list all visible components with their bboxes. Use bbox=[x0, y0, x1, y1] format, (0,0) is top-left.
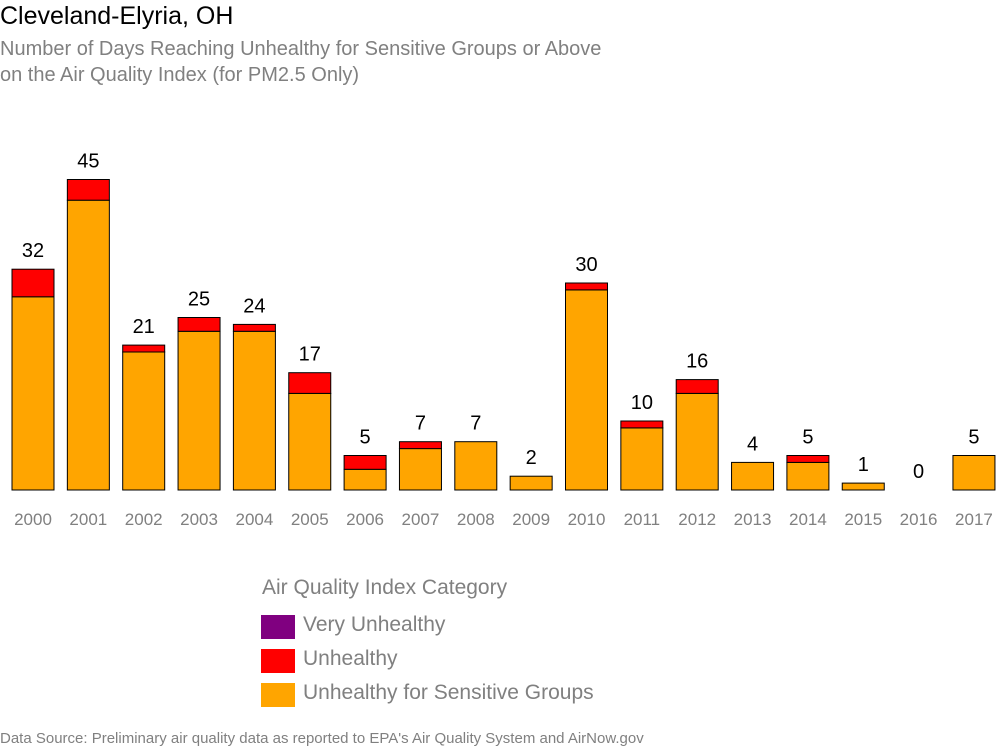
bar-2007-unhealthy-for-sensitive-groups bbox=[398, 448, 442, 491]
x-tick-2014: 2014 bbox=[789, 510, 827, 529]
bar-2007-unhealthy bbox=[398, 441, 442, 450]
bar-2002-unhealthy bbox=[122, 344, 166, 353]
bar-2003-unhealthy bbox=[177, 317, 221, 332]
legend-swatch-unhealthy-sensitive bbox=[261, 683, 295, 707]
x-tick-2004: 2004 bbox=[235, 510, 273, 529]
data-label-2008: 7 bbox=[470, 413, 481, 435]
data-label-2015: 1 bbox=[858, 454, 869, 476]
x-tick-2007: 2007 bbox=[402, 510, 440, 529]
legend-swatch-very-unhealthy bbox=[261, 615, 295, 639]
x-tick-2005: 2005 bbox=[291, 510, 329, 529]
data-label-2014: 5 bbox=[802, 427, 813, 449]
bar-2000-unhealthy bbox=[11, 268, 55, 298]
x-tick-2000: 2000 bbox=[14, 510, 52, 529]
x-tick-2013: 2013 bbox=[734, 510, 772, 529]
x-tick-2006: 2006 bbox=[346, 510, 384, 529]
x-tick-2002: 2002 bbox=[125, 510, 163, 529]
bar-2014-unhealthy bbox=[786, 455, 830, 463]
bar-2002-unhealthy-for-sensitive-groups bbox=[122, 351, 166, 491]
data-label-2006: 5 bbox=[360, 427, 371, 449]
x-tick-2001: 2001 bbox=[69, 510, 107, 529]
legend-swatch-unhealthy bbox=[261, 649, 295, 673]
data-label-2001: 45 bbox=[77, 151, 99, 173]
bar-2005-unhealthy bbox=[288, 372, 332, 394]
data-label-2005: 17 bbox=[299, 344, 321, 366]
x-tick-2003: 2003 bbox=[180, 510, 218, 529]
data-label-2010: 30 bbox=[575, 254, 597, 276]
legend-title: Air Quality Index Category bbox=[262, 576, 508, 599]
data-label-2017: 5 bbox=[968, 427, 979, 449]
subtitle-line-1: Number of Days Reaching Unhealthy for Se… bbox=[0, 38, 602, 60]
subtitle-line-2: on the Air Quality Index (for PM2.5 Only… bbox=[0, 64, 360, 86]
bar-2012-unhealthy-for-sensitive-groups bbox=[675, 392, 719, 491]
bar-2015-unhealthy-for-sensitive-groups bbox=[841, 482, 885, 491]
data-label-2000: 32 bbox=[22, 240, 44, 262]
bar-2010-unhealthy-for-sensitive-groups bbox=[565, 289, 608, 491]
bar-2005-unhealthy-for-sensitive-groups bbox=[288, 392, 332, 491]
x-tick-2015: 2015 bbox=[844, 510, 882, 529]
x-tick-2016: 2016 bbox=[900, 510, 938, 529]
x-tick-2011: 2011 bbox=[624, 510, 661, 529]
legend-label-unhealthy: Unhealthy bbox=[303, 647, 398, 670]
data-source-note: Data Source: Preliminary air quality dat… bbox=[0, 730, 644, 747]
data-label-2009: 2 bbox=[526, 447, 537, 469]
legend-label-unhealthy-sensitive: Unhealthy for Sensitive Groups bbox=[303, 681, 594, 704]
bar-2004-unhealthy bbox=[232, 323, 276, 332]
data-label-2011: 10 bbox=[631, 392, 653, 414]
bar-2012-unhealthy bbox=[675, 379, 719, 394]
data-label-2012: 16 bbox=[686, 351, 708, 373]
bar-2008-unhealthy-for-sensitive-groups bbox=[454, 441, 498, 491]
bar-2000-unhealthy-for-sensitive-groups bbox=[11, 296, 55, 491]
bar-2011-unhealthy bbox=[620, 420, 664, 429]
x-tick-2012: 2012 bbox=[678, 510, 716, 529]
bar-2017-unhealthy-for-sensitive-groups bbox=[952, 455, 996, 491]
x-tick-2009: 2009 bbox=[512, 510, 550, 529]
data-label-2007: 7 bbox=[415, 413, 426, 435]
bar-2003-unhealthy-for-sensitive-groups bbox=[177, 330, 221, 491]
x-tick-2010: 2010 bbox=[568, 510, 606, 529]
chart-title: Cleveland-Elyria, OH bbox=[0, 2, 234, 30]
x-tick-2008: 2008 bbox=[457, 510, 495, 529]
bar-2006-unhealthy bbox=[343, 455, 387, 470]
data-label-2004: 24 bbox=[243, 295, 265, 317]
bar-2013-unhealthy-for-sensitive-groups bbox=[731, 461, 775, 491]
bar-2014-unhealthy-for-sensitive-groups bbox=[786, 461, 830, 491]
bar-2001-unhealthy-for-sensitive-groups bbox=[66, 199, 110, 491]
data-label-2016: 0 bbox=[913, 461, 924, 483]
bar-2006-unhealthy-for-sensitive-groups bbox=[343, 468, 387, 491]
data-label-2013: 4 bbox=[747, 433, 758, 455]
data-label-2003: 25 bbox=[188, 289, 210, 311]
chart-subtitle: Number of Days Reaching Unhealthy for Se… bbox=[0, 36, 601, 88]
bar-2001-unhealthy bbox=[66, 179, 110, 201]
data-label-2002: 21 bbox=[133, 316, 155, 338]
x-tick-2017: 2017 bbox=[955, 510, 993, 529]
bar-chart: 3220004520012120022520032420041720055200… bbox=[11, 151, 996, 529]
bar-2011-unhealthy-for-sensitive-groups bbox=[620, 427, 664, 491]
bar-2009-unhealthy-for-sensitive-groups bbox=[509, 475, 553, 491]
bar-2004-unhealthy-for-sensitive-groups bbox=[232, 330, 276, 491]
bar-2010-unhealthy bbox=[565, 282, 608, 291]
legend-label-very-unhealthy: Very Unhealthy bbox=[303, 613, 446, 636]
